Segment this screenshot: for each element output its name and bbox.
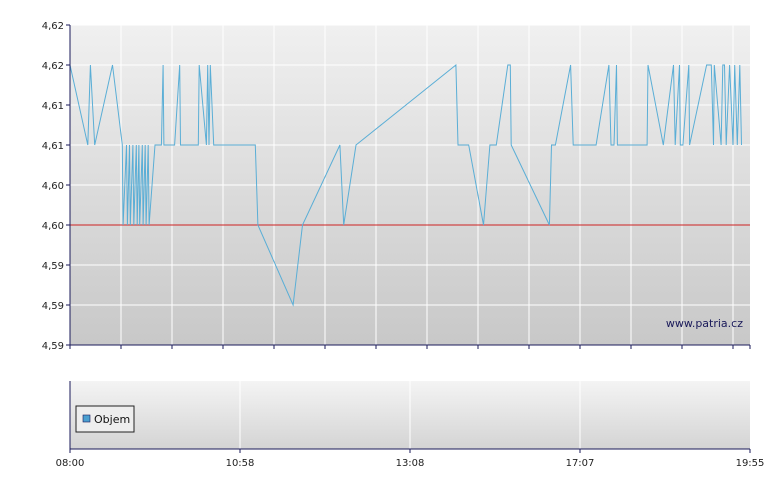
y-tick-label: 4,61 — [42, 141, 64, 152]
x-tick-label: 17:07 — [566, 458, 595, 469]
volume-panel: 08:00 10:58 13:08 17:07 19:55 Objem — [56, 381, 765, 469]
price-line-series — [69, 63, 742, 307]
x-tick-label: 19:55 — [736, 458, 765, 469]
watermark: www.patria.cz — [666, 317, 743, 330]
y-axis-tick-labels: 4,59 4,59 4,59 4,60 4,60 4,61 4,61 4,62 4,62 — [42, 21, 64, 352]
y-tick-label: 4,62 — [42, 61, 64, 72]
legend-swatch — [82, 414, 91, 423]
x-tick-label: 08:00 — [56, 458, 85, 469]
legend: Objem — [75, 405, 135, 433]
y-tick-label: 4,59 — [42, 341, 64, 352]
y-tick-label: 4,62 — [42, 21, 64, 32]
volume-axes — [69, 381, 751, 453]
y-tick-label: 4,59 — [42, 301, 64, 312]
x-tick-label: 13:08 — [396, 458, 425, 469]
legend-label: Objem — [94, 413, 130, 426]
y-tick-label: 4,61 — [42, 101, 64, 112]
volume-grid — [239, 381, 581, 449]
y-tick-label: 4,60 — [42, 221, 64, 232]
y-tick-label: 4,59 — [42, 261, 64, 272]
x-axis-tick-labels: 08:00 10:58 13:08 17:07 19:55 — [56, 458, 765, 469]
x-tick-label: 10:58 — [226, 458, 255, 469]
y-tick-label: 4,60 — [42, 181, 64, 192]
price-axes — [66, 24, 751, 349]
price-panel: 4,59 4,59 4,59 4,60 4,60 4,61 4,61 4,62 4,62 www… — [42, 21, 751, 352]
